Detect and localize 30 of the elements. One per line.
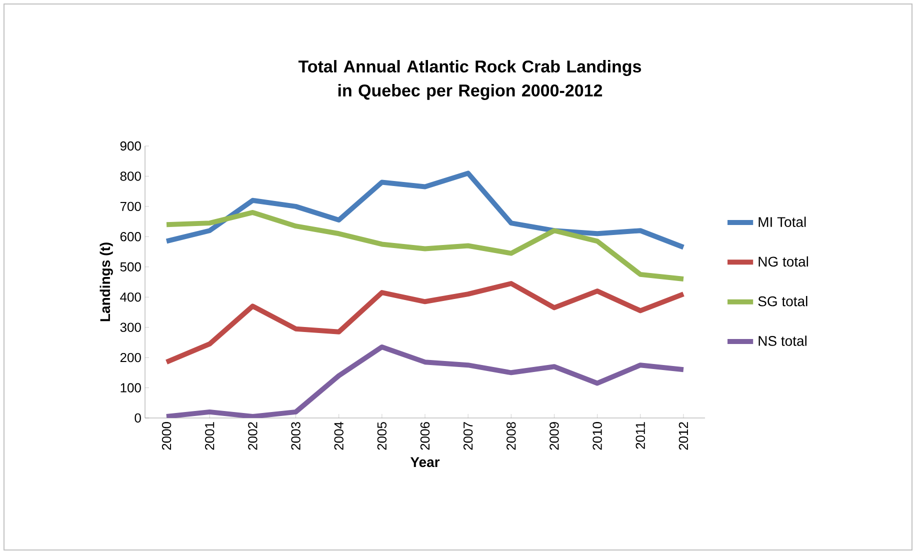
y-tick-label: 700	[120, 202, 141, 212]
x-tick-label: 2009	[550, 422, 559, 450]
chart-title: Total Annual Atlantic Rock Crab Landings in Quebec per Region 2000-2012	[298, 60, 642, 100]
y-tick-label: 0	[134, 413, 141, 423]
x-tick-label: 2008	[506, 422, 516, 450]
x-tick-label: 2011	[636, 422, 645, 449]
x-tick-label: 2003	[291, 422, 300, 450]
y-tick-label: 800	[120, 172, 141, 181]
y-tick-label: 100	[120, 383, 141, 392]
legend-label: NS total	[758, 336, 806, 346]
x-tick-label: 2000	[162, 422, 172, 450]
y-tick-label: 900	[120, 141, 141, 151]
x-tick-label: 2004	[334, 422, 344, 450]
x-tick-label: 2002	[248, 422, 258, 450]
x-tick-label: 2010	[592, 422, 602, 450]
y-tick-label: 500	[120, 262, 141, 272]
x-tick-label: 2001	[205, 422, 214, 450]
y-axis-title: Landings (t)	[100, 242, 113, 322]
y-tick-label: 200	[120, 352, 141, 362]
x-tick-label: 2005	[377, 422, 387, 450]
legend-label: SG total	[758, 296, 808, 306]
y-tick-label: 400	[120, 292, 141, 302]
x-tick-label: 2012	[678, 422, 688, 450]
y-tick-label: 300	[120, 322, 141, 332]
legend-label: MI Total	[758, 216, 806, 227]
x-tick-label: 2007	[463, 422, 473, 450]
x-axis-title: Year	[410, 457, 440, 468]
legend-label: NG total	[758, 256, 808, 267]
y-tick-label: 600	[120, 232, 141, 242]
x-tick-label: 2006	[420, 422, 430, 450]
